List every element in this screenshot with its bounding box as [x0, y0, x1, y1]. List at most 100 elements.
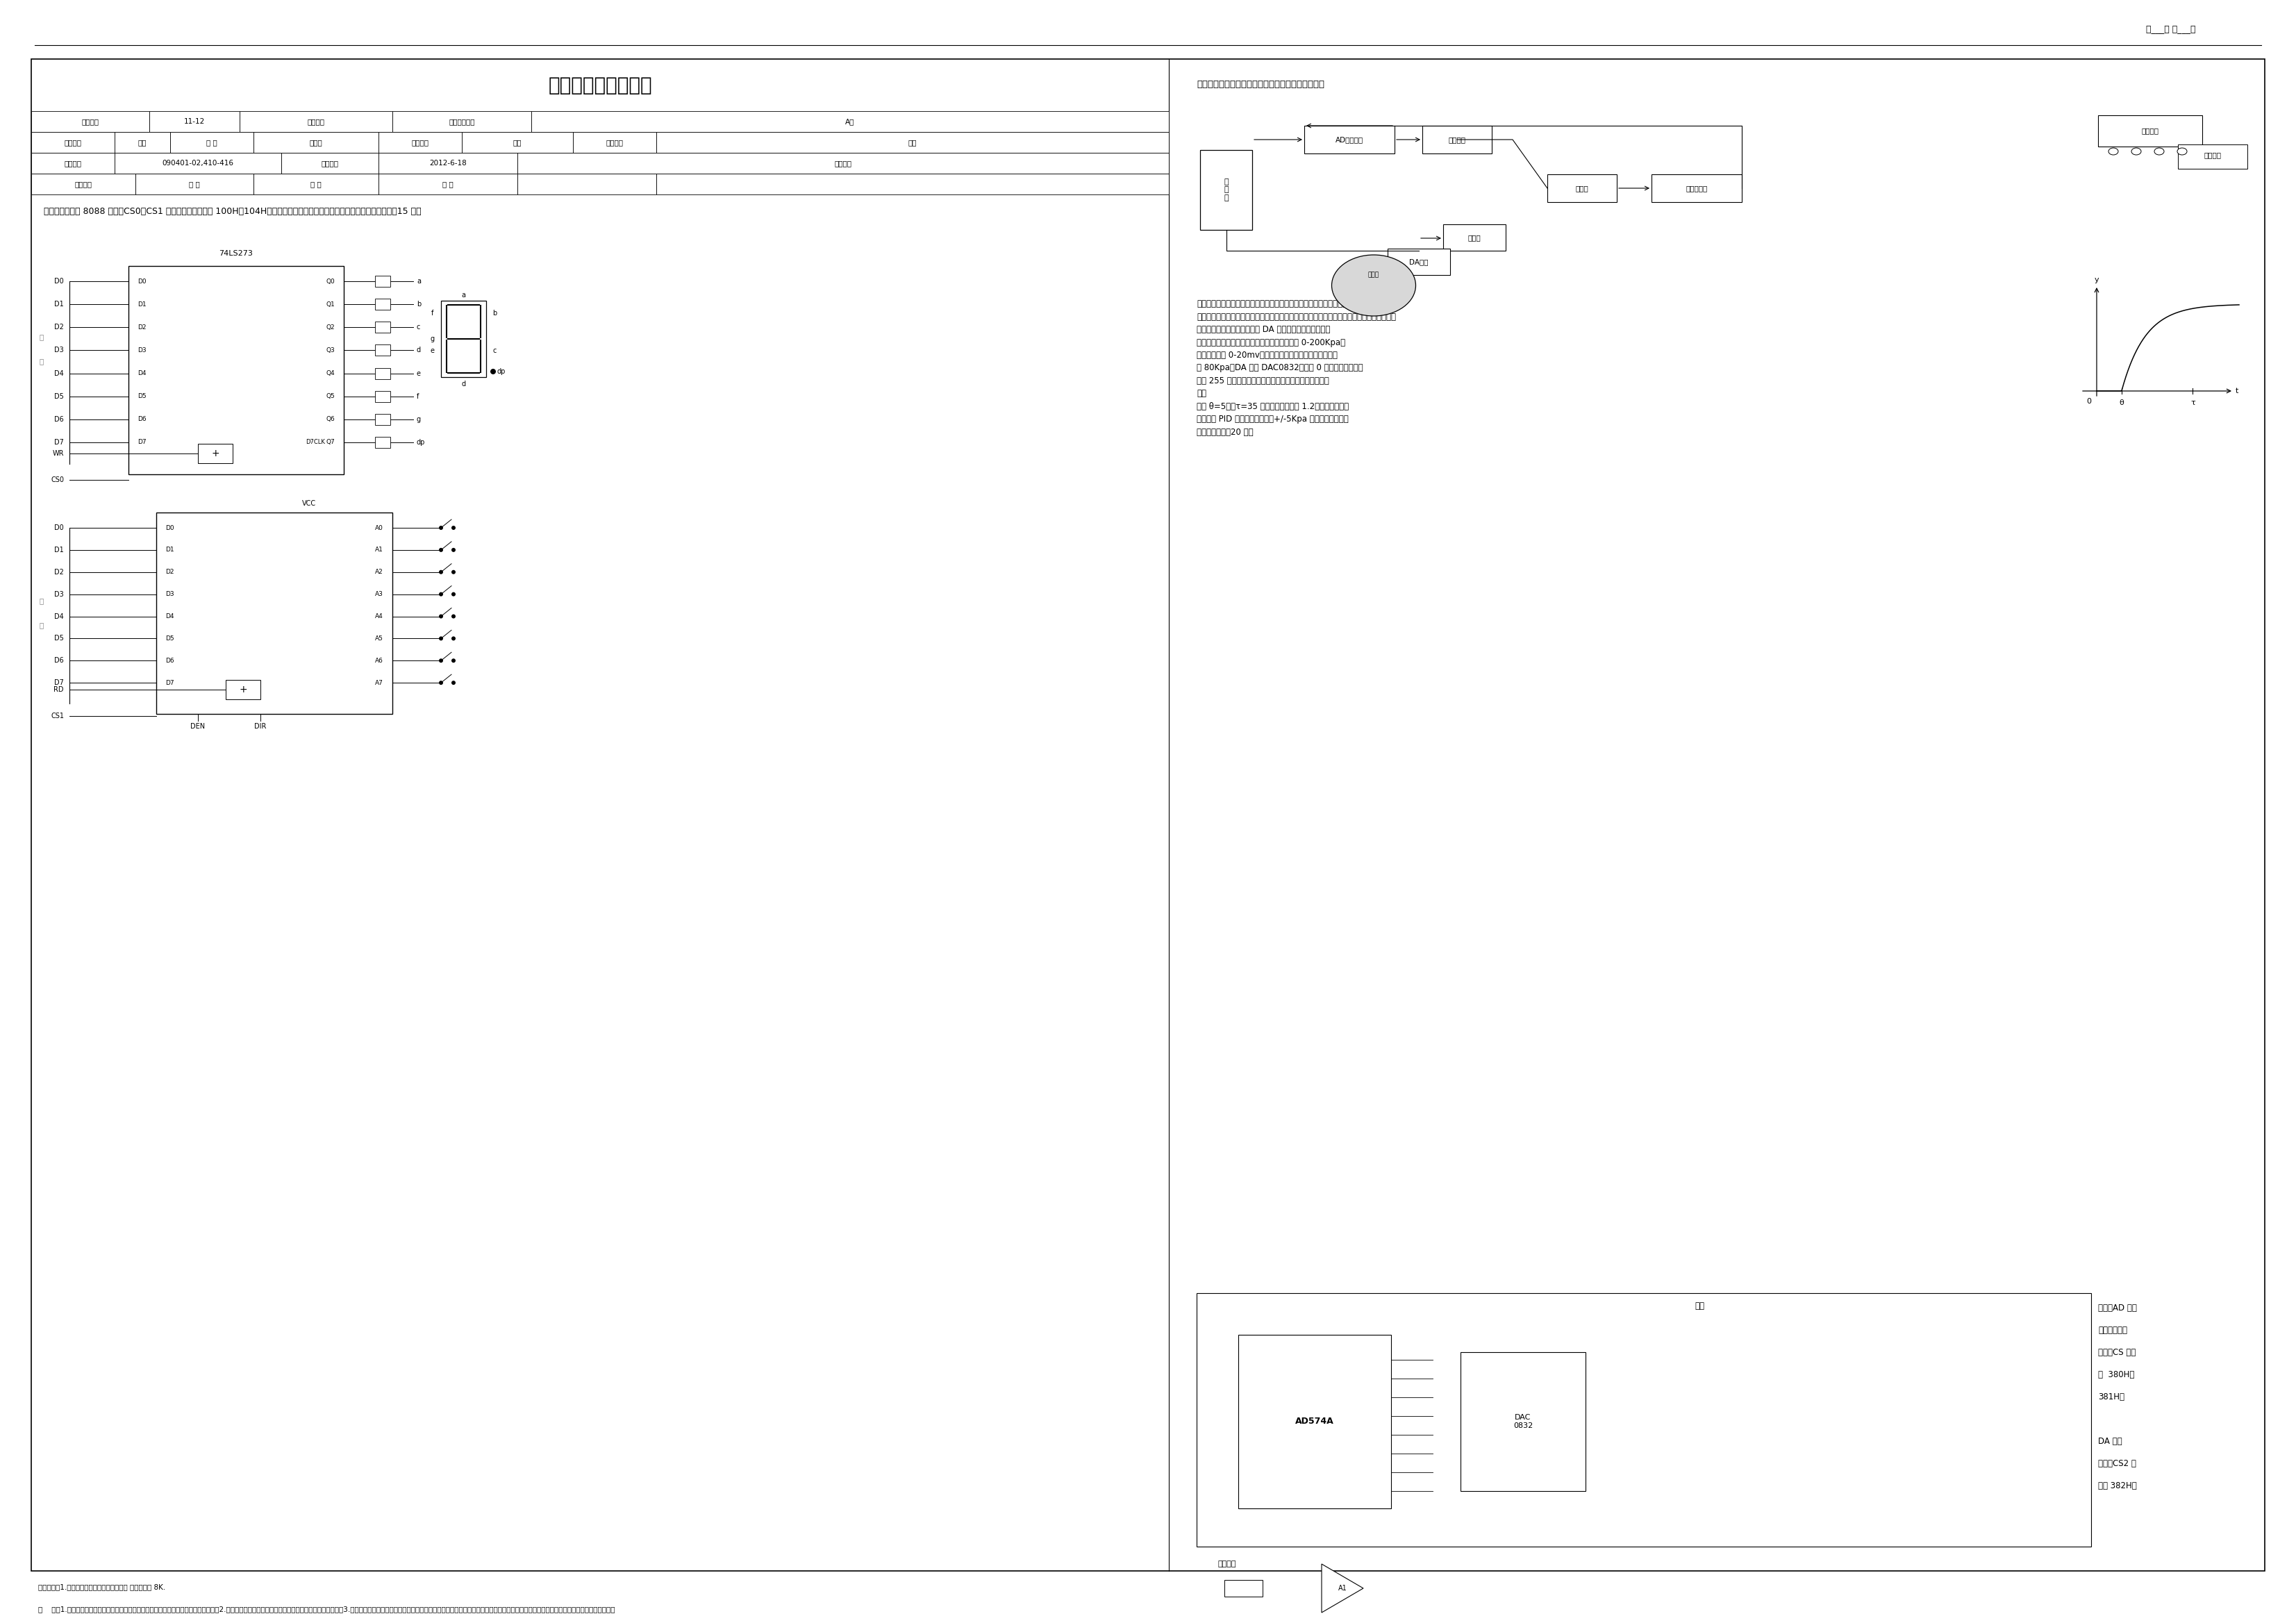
Text: Q5: Q5: [326, 393, 335, 399]
Text: dp: dp: [498, 368, 505, 375]
Circle shape: [452, 636, 455, 641]
Bar: [374, 344, 390, 355]
Text: D3: D3: [165, 591, 174, 597]
Bar: [32, 174, 135, 195]
Text: y: y: [2094, 276, 2099, 284]
Bar: [574, 131, 657, 153]
Circle shape: [439, 636, 443, 641]
Bar: [657, 174, 1169, 195]
Bar: [239, 110, 393, 131]
Bar: [32, 131, 115, 153]
Bar: [253, 131, 379, 153]
Circle shape: [452, 659, 455, 662]
Text: D4: D4: [55, 613, 64, 620]
Text: 500: 500: [1240, 1584, 1251, 1592]
Text: D6: D6: [55, 415, 64, 422]
Text: A6: A6: [374, 657, 383, 664]
Text: 其中：AD 转换: 其中：AD 转换: [2099, 1303, 2138, 1313]
Text: D2: D2: [55, 568, 64, 576]
Bar: [517, 174, 657, 195]
Text: Q1: Q1: [326, 302, 335, 307]
Text: e: e: [432, 347, 434, 354]
Text: e: e: [416, 370, 420, 377]
Text: D7: D7: [165, 680, 174, 687]
Text: 11-12: 11-12: [184, 118, 204, 125]
Text: DIR: DIR: [255, 722, 266, 730]
Bar: [517, 153, 1169, 174]
Bar: [530, 110, 1169, 131]
Bar: [1238, 1334, 1391, 1508]
Bar: [32, 110, 149, 131]
Text: 备 注: 备 注: [443, 180, 452, 188]
Text: A5: A5: [374, 635, 383, 641]
Bar: [374, 276, 390, 287]
Text: 学年学期: 学年学期: [83, 118, 99, 125]
Text: g: g: [416, 415, 420, 422]
Text: 订


线: 订 线: [39, 597, 44, 628]
Ellipse shape: [1332, 255, 1417, 316]
Bar: [32, 153, 115, 174]
Text: A7: A7: [374, 680, 383, 687]
Text: D7: D7: [55, 680, 64, 687]
Circle shape: [452, 680, 455, 685]
Text: D4: D4: [165, 613, 174, 620]
Text: VCC: VCC: [303, 500, 317, 506]
Text: 真空吸盘: 真空吸盘: [2142, 128, 2158, 135]
Text: g: g: [432, 336, 434, 342]
Text: 微机控制技术: 微机控制技术: [448, 118, 475, 125]
Ellipse shape: [2154, 148, 2165, 154]
Bar: [115, 153, 282, 174]
Text: 毕管升: 毕管升: [310, 140, 321, 146]
Text: 姓 名: 姓 名: [188, 180, 200, 188]
Text: 信号放大: 信号放大: [1449, 136, 1465, 143]
Text: +: +: [239, 685, 248, 695]
Text: D2: D2: [165, 570, 174, 575]
Circle shape: [439, 592, 443, 596]
Text: D5: D5: [165, 635, 174, 641]
Text: 使用班级: 使用班级: [64, 159, 83, 167]
Text: AD574A: AD574A: [1295, 1417, 1334, 1427]
Text: 考    生：1.不得用红色笔、铅笔答题。不得在试题纸外的其他纸张上答题，否则试卷无效。2.参加同卷考试的学生必须在《备注》栏中填写《同卷》字样。3.考试作弊者: 考 生：1.不得用红色笔、铅笔答题。不得在试题纸外的其他纸张上答题，否则试卷无效…: [39, 1605, 615, 1613]
Text: 恒压器: 恒压器: [1575, 185, 1589, 192]
Text: D3: D3: [55, 347, 64, 354]
Text: 单元，CS2 地: 单元，CS2 地: [2099, 1459, 2135, 1469]
Text: 考试形式: 考试形式: [411, 140, 429, 146]
Bar: [1387, 248, 1451, 274]
Circle shape: [439, 549, 443, 552]
Text: dp: dp: [416, 438, 425, 446]
Text: WR: WR: [53, 450, 64, 458]
Text: DAC
0832: DAC 0832: [1513, 1414, 1534, 1430]
Ellipse shape: [2177, 148, 2188, 154]
Bar: [1460, 1352, 1587, 1492]
Text: 学生班级: 学生班级: [76, 180, 92, 188]
Text: A卷: A卷: [845, 118, 854, 125]
Text: D0: D0: [138, 278, 147, 284]
Bar: [2099, 115, 2202, 146]
Text: a: a: [416, 278, 420, 284]
Text: 图中，真空泵是用来抄取空气，使得恒压器内压力小于大气压力，这样通过真空吸盘将外部的
物品吸附在真空吸盘上，以便进行机械加工。当需要吸取物体时，手动开关打开，由于: 图中，真空泵是用来抄取空气，使得恒压器内压力小于大气压力，这样通过真空吸盘将外部…: [1196, 299, 1396, 437]
Bar: [374, 437, 390, 448]
Bar: [129, 266, 344, 474]
Bar: [1304, 125, 1394, 154]
Text: 命题教师: 命题教师: [64, 140, 83, 146]
Bar: [379, 131, 461, 153]
Text: b: b: [416, 300, 420, 308]
Text: 为  380H，: 为 380H，: [2099, 1370, 2135, 1380]
Bar: [379, 174, 517, 195]
Circle shape: [452, 570, 455, 575]
Text: A1: A1: [374, 547, 383, 553]
Text: D0: D0: [55, 524, 64, 531]
Text: 考试: 考试: [909, 140, 916, 146]
Text: 所示，CS 地址: 所示，CS 地址: [2099, 1349, 2135, 1357]
Circle shape: [452, 592, 455, 596]
Text: 教


师: 教 师: [39, 334, 44, 365]
Text: f: f: [416, 393, 420, 399]
Bar: [135, 174, 253, 195]
Text: d: d: [416, 347, 420, 354]
Text: b: b: [491, 310, 496, 316]
Text: D6: D6: [138, 415, 147, 422]
Text: +: +: [211, 448, 220, 458]
Text: D2: D2: [55, 325, 64, 331]
Bar: [657, 131, 1169, 153]
Text: 考试地点: 考试地点: [833, 159, 852, 167]
